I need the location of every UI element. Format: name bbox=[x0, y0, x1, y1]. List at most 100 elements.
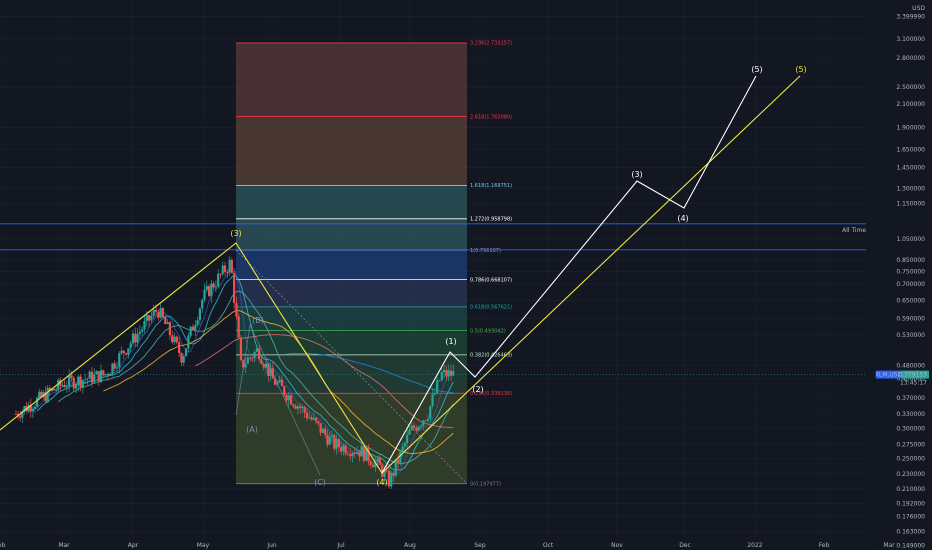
time-axis[interactable]: Feb Mar Apr May Jun Jul Aug Sep Oct Nov Dec 2022 Feb… bbox=[0, 542, 895, 549]
moving-average-line bbox=[195, 334, 454, 428]
candle-body bbox=[369, 461, 372, 465]
date-tick-label: 2022 bbox=[747, 542, 762, 549]
candle-body bbox=[23, 406, 26, 412]
date-tick-label: Mar bbox=[58, 542, 70, 549]
candle-body bbox=[154, 310, 158, 312]
candle-body bbox=[264, 363, 268, 368]
candle-body bbox=[248, 357, 252, 359]
candle-body bbox=[59, 380, 62, 386]
candle-body bbox=[312, 417, 315, 420]
candle-body bbox=[442, 369, 446, 373]
candle-body bbox=[274, 378, 277, 385]
candle-body bbox=[235, 302, 238, 317]
price-tick-label: 1.150000 bbox=[896, 201, 925, 208]
candle-body bbox=[412, 425, 416, 428]
candle-body bbox=[355, 451, 359, 454]
candle-body bbox=[305, 412, 309, 419]
candle-body bbox=[214, 286, 218, 288]
candle-body bbox=[88, 371, 91, 379]
candle-body bbox=[330, 435, 334, 437]
candle-body bbox=[159, 308, 162, 318]
candle-body bbox=[113, 363, 116, 369]
fib-level-label: 1.272(0.958798) bbox=[470, 217, 512, 223]
candle-body bbox=[164, 317, 167, 325]
candle-body bbox=[314, 417, 318, 422]
candle-body bbox=[417, 426, 420, 431]
price-tick-label: 0.700000 bbox=[896, 281, 925, 288]
candle-body bbox=[68, 375, 71, 387]
price-tick-label: 2.500000 bbox=[896, 84, 925, 91]
date-tick-label: Apr bbox=[128, 542, 139, 549]
fib-level-label: 0.5(0.493042) bbox=[470, 328, 506, 334]
candle-body bbox=[70, 375, 73, 378]
candle-body bbox=[431, 394, 434, 407]
price-tick-label: 0.192000 bbox=[896, 500, 925, 507]
price-tick-label: 0.176000 bbox=[896, 513, 925, 520]
fib-level-label: 0.382(0.426463) bbox=[470, 353, 512, 359]
candle-body bbox=[392, 472, 395, 476]
candle-body bbox=[433, 393, 436, 395]
price-tick-label: 0.530000 bbox=[896, 332, 925, 339]
price-tick-label: 1.050000 bbox=[896, 236, 925, 243]
candle-body bbox=[90, 371, 94, 383]
candle-body bbox=[353, 452, 356, 454]
candle-body bbox=[351, 452, 354, 457]
fib-extension[interactable]: 3.236(2.733157) 2.618(1.763080) 1.618(1.16… bbox=[235, 41, 512, 488]
candle-body bbox=[52, 388, 56, 391]
candle-body bbox=[173, 336, 176, 343]
fib-zone bbox=[236, 306, 467, 331]
candles bbox=[14, 256, 455, 490]
candle-body bbox=[40, 391, 43, 398]
candle-body bbox=[371, 464, 375, 468]
candle-body bbox=[175, 336, 178, 343]
candle-body bbox=[346, 453, 350, 455]
candle-body bbox=[65, 386, 68, 388]
candle-body bbox=[340, 446, 343, 452]
abc-correction-path bbox=[235, 323, 321, 476]
candle-body bbox=[267, 363, 270, 376]
candle-body bbox=[321, 428, 325, 433]
price-axis-panel bbox=[866, 0, 932, 550]
price-tick-label: 0.750000 bbox=[896, 269, 925, 276]
candle-body bbox=[221, 265, 224, 274]
candle-body bbox=[381, 464, 384, 477]
candle-body bbox=[131, 333, 135, 344]
candle-body bbox=[223, 265, 227, 272]
candle-body bbox=[296, 406, 299, 409]
candle-body bbox=[33, 406, 37, 409]
candle-body bbox=[99, 370, 103, 383]
fib-level-label: 0(0.197977) bbox=[470, 481, 501, 487]
candle-body bbox=[106, 374, 109, 376]
yellow-wave-path bbox=[0, 75, 801, 474]
candle-body bbox=[27, 404, 30, 412]
candle-body bbox=[102, 370, 105, 375]
price-tick-label: 0.163000 bbox=[896, 528, 925, 535]
wave-label: (B) bbox=[252, 316, 264, 325]
candle-body bbox=[42, 392, 45, 398]
candle-body bbox=[230, 259, 233, 274]
candle-body bbox=[184, 348, 188, 357]
fib-level-label: 0.786(0.668107) bbox=[470, 277, 512, 283]
price-tick-label: 0.480000 bbox=[896, 363, 925, 370]
candle-body bbox=[77, 376, 80, 386]
candle-body bbox=[217, 273, 220, 287]
candle-body bbox=[239, 337, 243, 360]
symbol-badge bbox=[876, 370, 901, 379]
moving-average-line bbox=[286, 352, 454, 394]
candle-body bbox=[228, 259, 231, 273]
candle-body bbox=[127, 348, 130, 355]
candle-body bbox=[310, 417, 313, 420]
price-tick-label: 0.850000 bbox=[896, 257, 925, 264]
date-tick-label: Feb bbox=[819, 542, 830, 549]
candle-body bbox=[424, 420, 427, 422]
date-tick-label: Jun bbox=[266, 542, 277, 549]
elliott-waves[interactable]: (3) (4) (5) (1) (2) (3) (4) (5) (A) (B) (C) bbox=[0, 65, 807, 487]
candle-body bbox=[242, 359, 245, 368]
candle-body bbox=[141, 329, 144, 332]
candle-body bbox=[97, 371, 100, 383]
candle-body bbox=[196, 320, 199, 326]
price-tick-label: 0.230000 bbox=[896, 471, 925, 478]
price-tick-label: 0.210000 bbox=[896, 486, 925, 493]
